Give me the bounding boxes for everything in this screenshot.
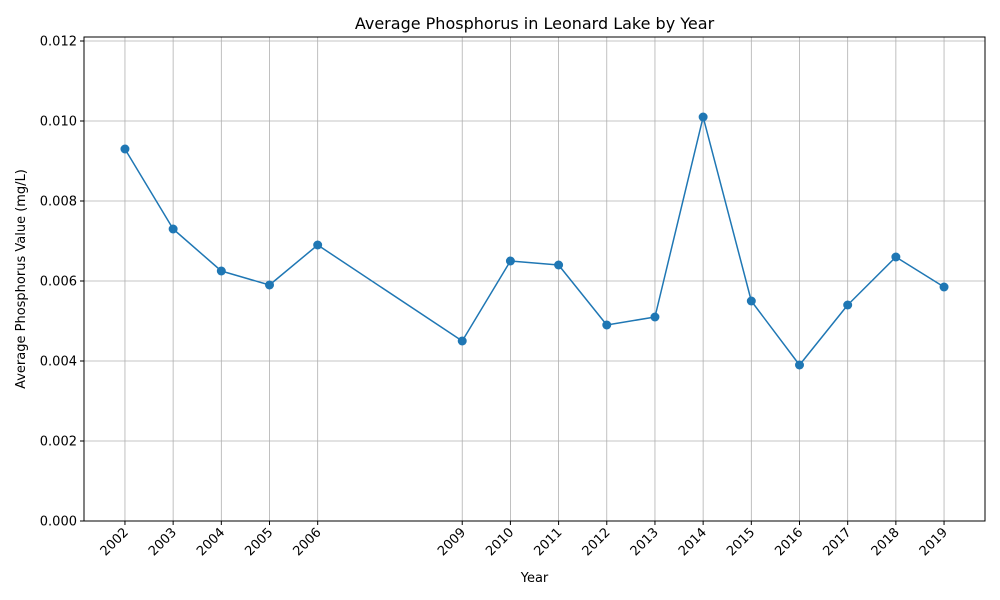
data-point bbox=[265, 280, 274, 290]
data-point bbox=[602, 320, 612, 330]
series-line bbox=[124, 116, 945, 366]
y-tick-label: 0.004 bbox=[40, 355, 77, 370]
y-tick-label: 0.010 bbox=[40, 115, 77, 130]
data-point bbox=[216, 266, 226, 276]
data-point bbox=[120, 144, 130, 154]
data-point bbox=[457, 336, 467, 346]
x-axis-label: Year bbox=[520, 571, 549, 586]
data-point bbox=[795, 360, 804, 370]
data-point bbox=[746, 296, 756, 306]
data-point bbox=[843, 300, 853, 310]
y-tick-label: 0.008 bbox=[40, 195, 77, 210]
y-tick-label: 0.012 bbox=[40, 35, 77, 50]
data-point bbox=[650, 312, 660, 322]
data-point bbox=[168, 224, 178, 234]
data-point bbox=[554, 260, 564, 270]
y-tick-label: 0.000 bbox=[40, 515, 77, 530]
y-axis-label: Average Phosphorus Value (mg/L) bbox=[14, 169, 29, 389]
data-point bbox=[698, 112, 708, 122]
data-point bbox=[313, 240, 323, 250]
data-point bbox=[891, 252, 901, 262]
data-point bbox=[939, 282, 949, 292]
series-layer bbox=[120, 112, 949, 370]
y-tick-label: 0.002 bbox=[40, 435, 77, 450]
y-tick-label: 0.006 bbox=[40, 275, 77, 290]
plot-area-frame bbox=[83, 36, 986, 522]
chart-title: Average Phosphorus in Leonard Lake by Ye… bbox=[355, 14, 715, 33]
data-point bbox=[505, 256, 515, 266]
